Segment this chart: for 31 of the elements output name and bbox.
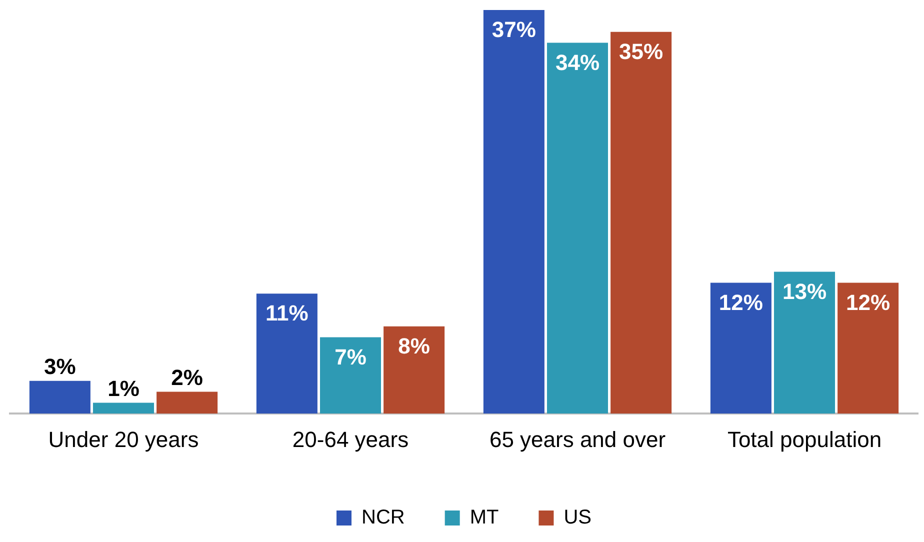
bar — [92, 402, 154, 414]
bar — [483, 10, 544, 414]
bar — [256, 294, 318, 414]
data-label: 3% — [44, 354, 76, 379]
data-label: 7% — [334, 344, 366, 370]
bar — [29, 380, 90, 414]
bar — [838, 282, 899, 414]
data-label: 8% — [398, 333, 430, 358]
bar — [546, 42, 608, 414]
bar — [710, 282, 772, 414]
bar — [384, 326, 445, 414]
bar — [156, 392, 218, 414]
data-label: 11% — [266, 300, 308, 326]
data-label: 37% — [492, 17, 536, 42]
x-tick-label: 65 years and over — [489, 426, 666, 452]
data-label: 12% — [718, 290, 763, 315]
data-label: 1% — [108, 376, 140, 401]
data-label: 2% — [171, 364, 203, 390]
data-label: 12% — [846, 290, 890, 315]
legend-label: MT — [470, 506, 499, 529]
bar — [610, 32, 672, 414]
x-tick-label: Total population — [727, 426, 882, 452]
x-tick-label: 20-64 years — [292, 426, 409, 452]
data-label: 35% — [619, 38, 664, 64]
legend-label: US — [564, 506, 592, 529]
bar — [774, 272, 836, 414]
bar — [320, 337, 382, 414]
data-label: 13% — [782, 278, 827, 304]
x-tick-label: Under 20 years — [48, 426, 199, 452]
data-label: 34% — [555, 50, 600, 75]
legend-label: NCR — [362, 506, 405, 529]
